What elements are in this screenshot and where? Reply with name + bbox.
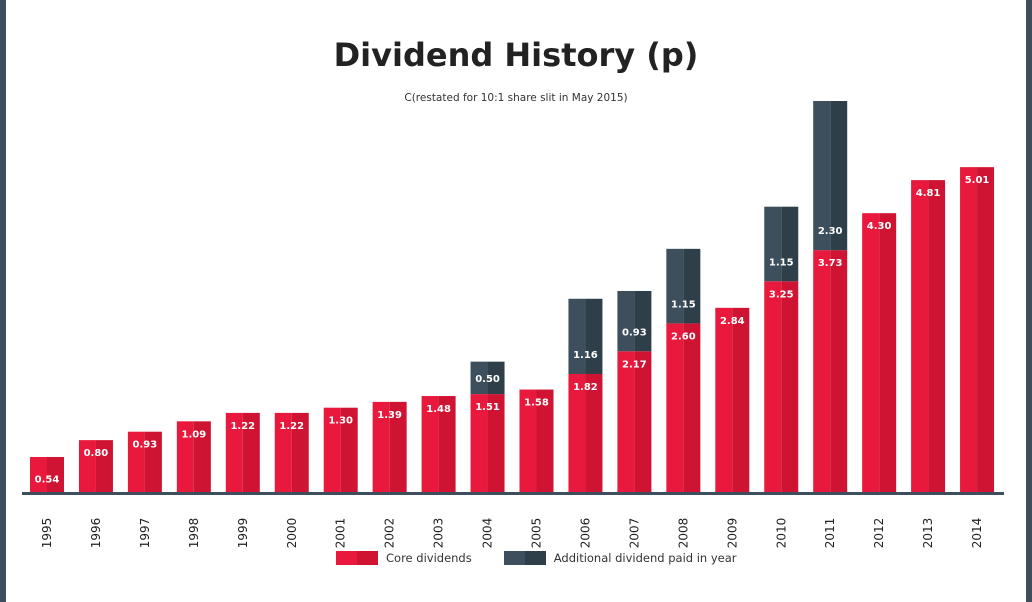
legend-label-core: Core dividends	[386, 551, 472, 565]
x-tick-label-2003: 2003	[432, 518, 446, 549]
x-tick-label-2006: 2006	[578, 518, 592, 549]
legend-label-additional: Additional dividend paid in year	[553, 551, 737, 565]
chart-subtitle: C(restated for 10:1 share slit in May 20…	[404, 92, 628, 104]
bar-core-2000	[274, 412, 309, 492]
bar-core-2003	[421, 396, 456, 492]
x-tick-label-1998: 1998	[187, 518, 201, 549]
bar-core-1997	[127, 431, 162, 492]
data-label-additional-2004: 0.50	[475, 374, 500, 385]
bar-additional-2007	[617, 290, 652, 352]
data-label-core-1999: 1.22	[230, 421, 255, 432]
bar-core-1998	[176, 421, 211, 492]
data-label-core-2005: 1.58	[524, 398, 549, 409]
x-tick-label-1999: 1999	[236, 518, 250, 549]
bar-core-2001	[323, 407, 358, 492]
data-label-additional-2011: 2.30	[818, 226, 843, 237]
data-label-core-2013: 4.81	[916, 188, 941, 199]
data-label-core-2010: 3.25	[769, 289, 794, 300]
bar-core-2006	[568, 373, 603, 492]
x-tick-label-2005: 2005	[530, 518, 544, 549]
data-label-core-2006: 1.82	[573, 382, 598, 393]
bar-core-2007	[617, 351, 652, 492]
bar-core-1995	[30, 456, 64, 492]
x-tick-label-2002: 2002	[383, 518, 397, 549]
chart-title: Dividend History (p)	[333, 36, 699, 74]
legend-item-core: Core dividends	[336, 551, 472, 565]
legend-swatch-additional	[503, 551, 546, 565]
bar-additional-2011	[813, 101, 848, 251]
data-label-additional-2007: 0.93	[622, 327, 647, 338]
bar-core-2005	[519, 389, 554, 492]
bar-core-2013	[911, 180, 946, 492]
x-tick-label-1997: 1997	[138, 518, 152, 549]
legend-item-additional: Additional dividend paid in year	[503, 551, 737, 565]
chart-legend: Core dividends Additional dividend paid …	[336, 549, 769, 567]
x-tick-label-2013: 2013	[921, 518, 935, 549]
bar-core-2011	[813, 250, 848, 492]
bar-additional-2008	[666, 248, 701, 324]
data-label-core-1996: 0.80	[84, 448, 109, 459]
data-label-core-2000: 1.22	[279, 421, 304, 432]
bar-core-2002	[372, 401, 407, 492]
data-label-core-2001: 1.30	[328, 416, 353, 427]
bar-core-2010	[764, 281, 799, 492]
x-tick-label-2014: 2014	[970, 518, 984, 549]
bar-core-1999	[225, 412, 260, 492]
bar-core-1996	[78, 440, 113, 492]
bar-additional-2006	[568, 298, 603, 374]
x-tick-label-2008: 2008	[676, 518, 690, 549]
data-label-core-2003: 1.48	[426, 404, 451, 415]
x-tick-label-2010: 2010	[774, 518, 788, 549]
bar-additional-2004	[470, 361, 505, 395]
x-tick-label-2004: 2004	[481, 518, 495, 549]
bar-core-2004	[470, 394, 505, 492]
data-label-core-1995: 0.54	[35, 474, 60, 485]
bar-core-2014	[960, 167, 995, 493]
data-label-additional-2010: 1.15	[769, 257, 794, 268]
x-tick-label-2000: 2000	[285, 518, 299, 549]
x-tick-label-2012: 2012	[872, 518, 886, 549]
x-tick-label-2007: 2007	[627, 518, 641, 549]
bar-core-2009	[715, 307, 750, 492]
x-tick-label-2009: 2009	[725, 518, 739, 549]
data-label-core-2014: 5.01	[965, 175, 990, 186]
chart-card: Dividend History (p) C(restated for 10:1…	[6, 0, 1026, 602]
data-label-core-2007: 2.17	[622, 359, 647, 370]
data-label-core-2004: 1.51	[475, 402, 500, 413]
x-axis-line	[22, 492, 1004, 495]
legend-swatch-core	[336, 551, 378, 565]
data-label-core-1998: 1.09	[182, 429, 207, 440]
data-label-core-2011: 3.73	[818, 258, 843, 269]
data-label-additional-2006: 1.16	[573, 350, 598, 361]
data-label-core-2009: 2.84	[720, 316, 745, 327]
x-tick-label-1995: 1995	[40, 518, 54, 549]
data-label-core-2008: 2.60	[671, 331, 696, 342]
x-tick-label-2001: 2001	[334, 518, 348, 549]
x-tick-label-2011: 2011	[823, 518, 837, 549]
data-label-core-2012: 4.30	[867, 221, 892, 232]
data-label-additional-2008: 1.15	[671, 299, 696, 310]
bar-core-2012	[862, 213, 897, 493]
data-label-core-2002: 1.39	[377, 410, 402, 421]
x-tick-label-1996: 1996	[89, 518, 103, 549]
bar-additional-2010	[764, 206, 799, 282]
data-label-core-1997: 0.93	[133, 440, 158, 451]
bar-core-2008	[666, 323, 701, 492]
